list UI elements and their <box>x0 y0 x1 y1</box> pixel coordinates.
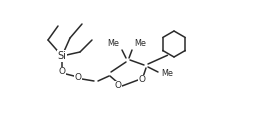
Text: Me: Me <box>107 39 119 47</box>
Text: O: O <box>59 67 66 76</box>
Text: O: O <box>74 74 81 83</box>
Text: Me: Me <box>134 39 146 47</box>
Text: Me: Me <box>161 70 173 79</box>
Text: O: O <box>114 82 122 91</box>
Text: Si: Si <box>58 51 67 61</box>
Text: O: O <box>138 75 145 84</box>
